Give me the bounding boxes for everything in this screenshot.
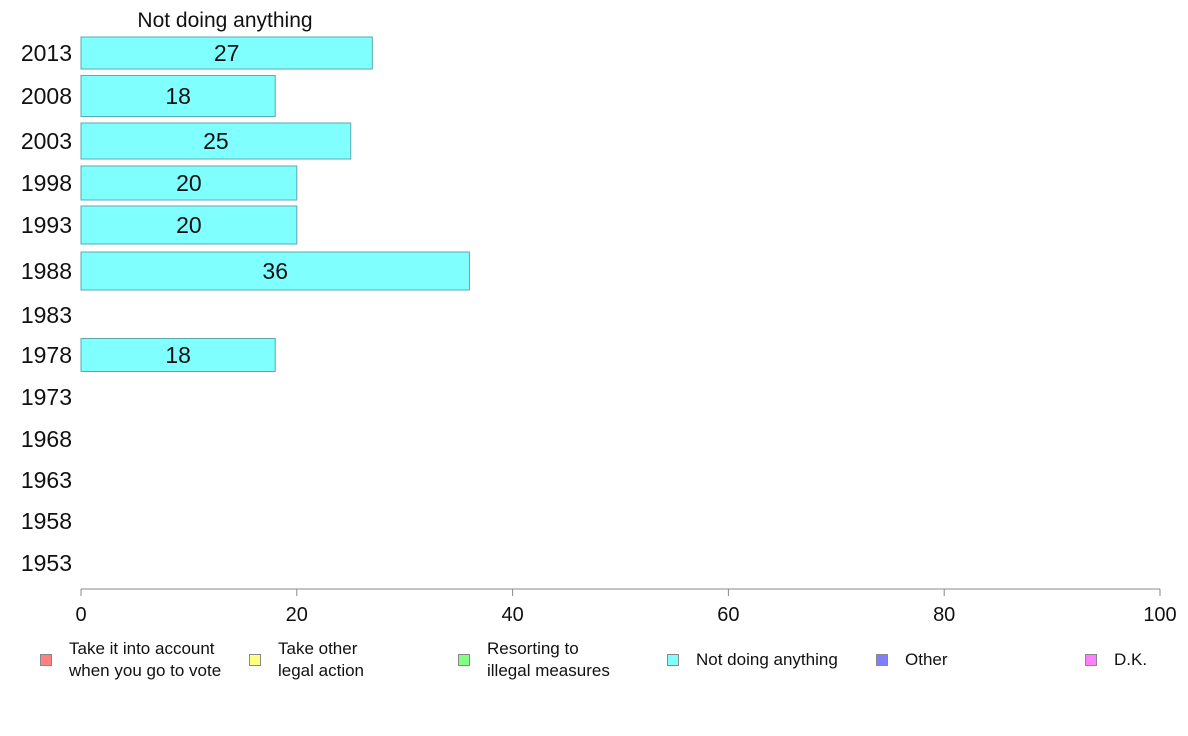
x-tick-label: 0 (75, 604, 86, 626)
legend-label: Take it into account when you go to vote (69, 639, 222, 680)
legend-item: Other (876, 649, 948, 671)
legend-label: Take other legal action (278, 639, 365, 680)
bar (80, 205, 298, 245)
legend-swatch (876, 654, 888, 666)
bar-value-label: 18 (165, 83, 191, 109)
legend-swatch (1085, 654, 1097, 666)
y-tick-label: 2003 (21, 128, 72, 154)
legend-label: Not doing anything (696, 650, 838, 669)
bar (80, 338, 276, 372)
legend-swatch (667, 654, 679, 666)
y-tick-label: 1973 (21, 384, 72, 410)
y-tick-label: 1983 (21, 302, 72, 328)
x-tick-label: 60 (717, 604, 739, 626)
y-tick-label: 1963 (21, 467, 72, 493)
legend-label: D.K. (1114, 650, 1148, 669)
y-tick-label: 2008 (21, 83, 72, 109)
y-tick-label: 1968 (21, 426, 72, 452)
chart-title: Not doing anything (137, 9, 312, 32)
x-tick-label: 40 (501, 604, 523, 626)
y-tick-label: 1953 (21, 550, 72, 576)
legend-item: Resorting to illegal measures (458, 638, 610, 682)
y-tick-label: 2013 (21, 40, 72, 66)
legend-item: Take other legal action (249, 638, 364, 682)
y-tick-label: 1993 (21, 212, 72, 238)
bar-value-label: 18 (165, 342, 191, 368)
x-tick-label: 100 (1143, 604, 1176, 626)
legend-swatch (458, 654, 470, 666)
legend-item: Take it into account when you go to vote (40, 638, 221, 682)
legend-swatch (40, 654, 52, 666)
legend-label: Resorting to illegal measures (487, 639, 610, 680)
x-tick-label: 80 (933, 604, 955, 626)
legend-item: D.K. (1085, 649, 1147, 671)
y-tick-label: 1998 (21, 170, 72, 196)
bar (80, 36, 373, 70)
y-axis-labels: 2013 2008 2003 1998 1993 1988 1983 1978 1973 1968… (21, 40, 72, 576)
x-axis: 0 20 40 60 80 100 (75, 588, 1177, 626)
bar-value-label: 27 (214, 40, 240, 66)
bar (80, 75, 276, 117)
y-tick-label: 1958 (21, 508, 72, 534)
bar-value-label: 20 (176, 212, 202, 238)
legend-swatch (249, 654, 261, 666)
y-tick-label: 1978 (21, 342, 72, 368)
legend-item: Not doing anything (667, 649, 838, 671)
bar-value-label: 25 (203, 128, 229, 154)
bar-value-label: 20 (176, 170, 202, 196)
legend-label: Other (905, 650, 948, 669)
legend: Take it into account when you go to vote… (0, 638, 1188, 698)
bar (80, 122, 352, 160)
bar-value-label: 36 (262, 258, 288, 284)
y-tick-label: 1988 (21, 258, 72, 284)
x-tick-label: 20 (286, 604, 308, 626)
bar (80, 165, 298, 201)
bar (80, 251, 470, 291)
